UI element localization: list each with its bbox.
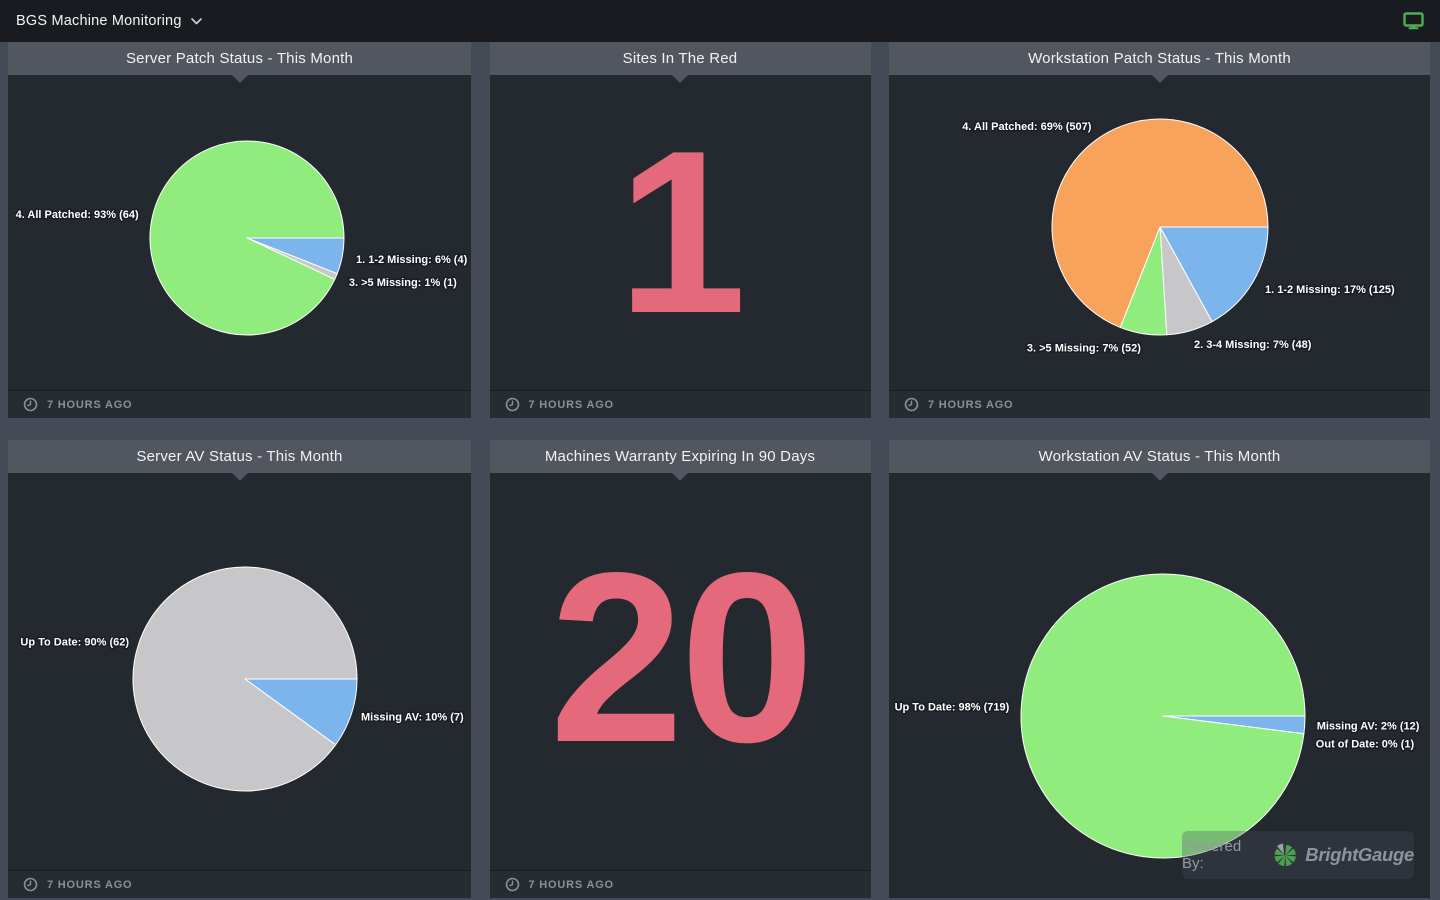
gauge-footer: 7 HOURS AGO	[8, 870, 471, 898]
pie-label: 4. All Patched: 93% (64)	[16, 209, 139, 221]
header-notch	[1151, 473, 1168, 481]
pie-label: 4. All Patched: 69% (507)	[962, 121, 1092, 133]
brightgauge-logo-icon	[1274, 843, 1296, 866]
topbar: BGS Machine Monitoring	[0, 0, 1440, 42]
header-notch	[1151, 75, 1168, 83]
brightgauge-wordmark: BrightGauge	[1305, 844, 1414, 865]
dashboard-title: BGS Machine Monitoring	[16, 13, 182, 29]
pie-label: 1. 1-2 Missing: 17% (125)	[1265, 284, 1395, 296]
pie-slice-up-to-date[interactable]	[132, 566, 358, 792]
number-gauge-sites[interactable]: 1	[490, 75, 871, 390]
clock-icon	[23, 397, 38, 412]
number-gauge-warranty[interactable]: 20	[490, 473, 871, 870]
last-updated: 7 HOURS AGO	[47, 398, 133, 411]
gauge-workstation-av-status: Workstation AV Status - This Month Missi…	[889, 440, 1430, 898]
pie-slice-4-all-patched[interactable]	[149, 140, 345, 336]
header-notch	[672, 473, 688, 481]
pie-label: Out of Date: 0% (1)	[1316, 739, 1415, 751]
gauge-footer: 7 HOURS AGO	[489, 390, 871, 418]
gauge-footer: 7 HOURS AGO	[889, 390, 1430, 418]
gauge-workstation-patch-status: Workstation Patch Status - This Month 1.…	[889, 42, 1430, 418]
pie-label: 2. 3-4 Missing: 7% (48)	[1194, 339, 1312, 351]
last-updated: 7 HOURS AGO	[528, 398, 614, 411]
gauge-title: Workstation AV Status - This Month	[1038, 448, 1281, 465]
last-updated: 7 HOURS AGO	[528, 878, 614, 891]
clock-icon	[505, 877, 519, 892]
powered-by-label: Powered By:	[1182, 838, 1242, 872]
pie-label: 3. >5 Missing: 1% (1)	[349, 277, 457, 289]
clock-icon	[904, 397, 919, 412]
clock-icon	[505, 397, 519, 412]
gauge-title: Sites In The Red	[622, 50, 738, 67]
gauge-header: Server Patch Status - This Month	[8, 42, 471, 83]
pie-label: Missing AV: 2% (12)	[1317, 721, 1420, 733]
pie-chart-workstation-av[interactable]: Missing AV: 2% (12) Out of Date: 0% (1) Up…	[889, 473, 1430, 898]
tv-mode-button[interactable]	[1403, 12, 1424, 30]
big-number-value: 20	[549, 522, 814, 793]
header-notch	[231, 75, 248, 83]
pie-label: Up To Date: 90% (62)	[20, 636, 129, 648]
gauge-header: Server AV Status - This Month	[8, 440, 471, 481]
monitor-icon	[1403, 12, 1424, 30]
gauge-header: Workstation Patch Status - This Month	[889, 42, 1430, 83]
header-notch	[231, 473, 248, 481]
chevron-down-icon	[190, 17, 202, 24]
pie-label: 1. 1-2 Missing: 6% (4)	[356, 254, 468, 266]
pie-chart-server-patch[interactable]: 1. 1-2 Missing: 6% (4) 3. >5 Missing: 1% …	[8, 75, 471, 390]
powered-by-badge[interactable]: Powered By: BrightGauge	[1182, 831, 1414, 879]
gauge-title: Server Patch Status - This Month	[125, 50, 354, 67]
gauge-server-patch-status: Server Patch Status - This Month 1. 1-2 …	[8, 42, 471, 418]
pie-slice-1-1-2-missing[interactable]	[1159, 226, 1269, 323]
gauge-footer: 7 HOURS AGO	[8, 390, 471, 418]
gauge-machines-warranty: Machines Warranty Expiring In 90 Days 20…	[489, 440, 871, 898]
header-notch	[672, 75, 688, 83]
last-updated: 7 HOURS AGO	[928, 398, 1014, 411]
clock-icon	[23, 877, 38, 892]
pie-label: Up To Date: 98% (719)	[895, 701, 1010, 713]
gauge-sites-in-the-red: Sites In The Red 1 7 HOURS AGO	[489, 42, 871, 418]
dashboard-selector[interactable]: BGS Machine Monitoring	[16, 13, 202, 29]
gauge-server-av-status: Server AV Status - This Month Missing AV…	[8, 440, 471, 898]
pie-chart-workstation-patch[interactable]: 1. 1-2 Missing: 17% (125) 2. 3-4 Missing:…	[889, 75, 1430, 390]
pie-slice-up-to-date[interactable]	[1020, 573, 1306, 859]
gauge-title: Machines Warranty Expiring In 90 Days	[544, 448, 816, 465]
gauge-header: Machines Warranty Expiring In 90 Days	[489, 440, 871, 481]
pie-chart-server-av[interactable]: Missing AV: 10% (7) Up To Date: 90% (62)	[8, 473, 471, 870]
gauge-footer: 7 HOURS AGO	[489, 870, 871, 898]
big-number-value: 1	[617, 102, 746, 362]
gauge-header: Workstation AV Status - This Month	[889, 440, 1430, 481]
gauge-title: Server AV Status - This Month	[136, 448, 343, 465]
pie-slice-4-all-patched[interactable]	[1051, 118, 1269, 328]
pie-label: Missing AV: 10% (7)	[361, 712, 464, 724]
dashboard-grid: Server Patch Status - This Month 1. 1-2 …	[0, 42, 1440, 900]
gauge-title: Workstation Patch Status - This Month	[1028, 50, 1291, 67]
gauge-header: Sites In The Red	[489, 42, 871, 83]
pie-label: 3. >5 Missing: 7% (52)	[1027, 343, 1141, 355]
last-updated: 7 HOURS AGO	[47, 878, 133, 891]
